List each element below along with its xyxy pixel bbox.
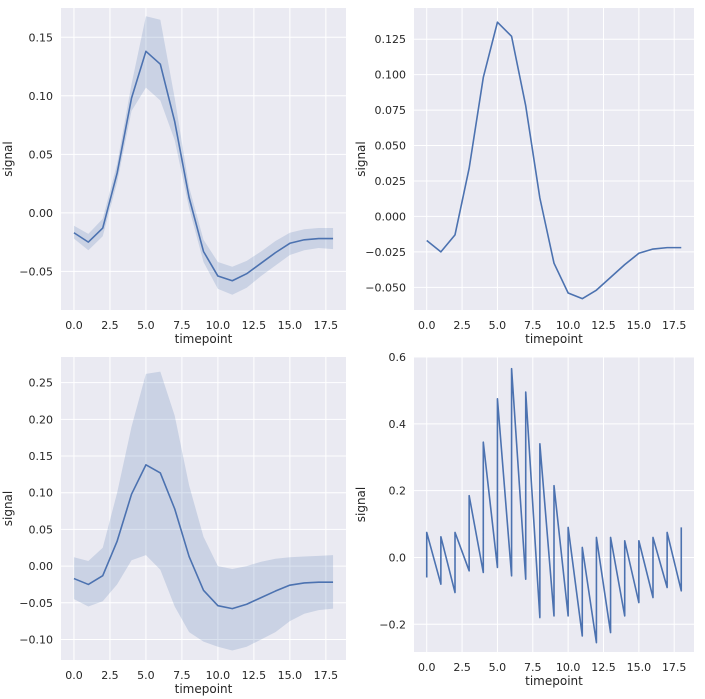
signal-line xyxy=(73,464,334,610)
y-tick-label: −0.2 xyxy=(379,618,406,631)
y-tick-label: 0.025 xyxy=(375,175,407,188)
x-tick-label: 10.0 xyxy=(206,669,231,682)
y-tick-label: 0.05 xyxy=(29,148,54,161)
y-tick-label: 0.000 xyxy=(375,210,407,223)
y-tick-label: 0.125 xyxy=(375,33,407,46)
y-axis-label: signal xyxy=(354,141,368,177)
y-tick-label: 0.00 xyxy=(29,560,54,573)
y-tick-label: 0.4 xyxy=(389,418,407,431)
x-tick-label: 12.5 xyxy=(242,319,267,332)
y-axis-label: signal xyxy=(354,487,368,523)
x-tick-label: 12.5 xyxy=(591,319,616,332)
y-tick-label: 0.10 xyxy=(29,487,54,500)
x-tick-label: 0.0 xyxy=(65,669,83,682)
y-tick-label: 0.15 xyxy=(29,31,54,44)
y-tick-label: 0.100 xyxy=(375,69,407,82)
y-tick-label: 0.2 xyxy=(389,485,407,498)
x-tick-label: 17.5 xyxy=(662,319,687,332)
x-tick-label: 7.5 xyxy=(173,319,191,332)
signal-line xyxy=(425,367,683,644)
y-tick-label: 0.075 xyxy=(375,104,407,117)
subplot-4: −0.2 0.0 0.2 0.4 0.6 0.0 2.5 5.0 7.5 10.0 12.5 15.0… xyxy=(354,351,694,688)
x-tick-label: 5.0 xyxy=(489,319,507,332)
subplot-1: −0.05 0.00 0.05 0.10 0.15 0.0 2.5 5.0 7.5 10.0 12.… xyxy=(1,8,346,346)
y-tick-label: 0.6 xyxy=(389,351,407,364)
x-tick-label: 17.5 xyxy=(662,661,687,674)
y-tick-label: 0.20 xyxy=(29,413,54,426)
x-tick-label: 0.0 xyxy=(418,661,436,674)
y-tick-label: −0.05 xyxy=(19,265,53,278)
signal-line xyxy=(73,50,334,282)
x-axis-label: timepoint xyxy=(525,674,583,688)
x-tick-label: 7.5 xyxy=(524,661,542,674)
x-axis-label: timepoint xyxy=(175,332,233,346)
confidence-band xyxy=(73,16,334,295)
y-tick-label: 0.0 xyxy=(389,551,407,564)
y-tick-label: 0.25 xyxy=(29,377,54,390)
signal-line xyxy=(426,21,682,300)
x-tick-label: 12.5 xyxy=(242,669,267,682)
y-tick-label: −0.10 xyxy=(19,633,53,646)
x-tick-label: 5.0 xyxy=(137,669,155,682)
subplot-2: −0.050 −0.025 0.000 0.025 0.050 0.075 0.100 0.1… xyxy=(354,8,694,346)
x-tick-label: 7.5 xyxy=(173,669,191,682)
x-tick-label: 2.5 xyxy=(101,669,119,682)
plot-area xyxy=(61,357,346,660)
subplot-3: −0.10 −0.05 0.00 0.05 0.10 0.15 0.20 0.25 0.0 2.5… xyxy=(1,357,346,696)
y-axis-label: signal xyxy=(1,491,15,527)
y-tick-label: 0.10 xyxy=(29,90,54,103)
x-tick-label: 5.0 xyxy=(137,319,155,332)
x-tick-label: 10.0 xyxy=(206,319,231,332)
y-axis-label: signal xyxy=(1,141,15,177)
x-tick-label: 10.0 xyxy=(556,661,581,674)
x-tick-label: 17.5 xyxy=(314,669,339,682)
x-tick-label: 0.0 xyxy=(65,319,83,332)
x-tick-label: 2.5 xyxy=(453,661,471,674)
x-axis-label: timepoint xyxy=(525,332,583,346)
x-tick-label: 5.0 xyxy=(489,661,507,674)
x-axis-label: timepoint xyxy=(175,682,233,696)
x-tick-label: 2.5 xyxy=(101,319,119,332)
y-tick-label: 0.15 xyxy=(29,450,54,463)
y-tick-label: −0.050 xyxy=(365,281,406,294)
x-tick-label: 12.5 xyxy=(591,661,616,674)
y-tick-label: 0.00 xyxy=(29,207,54,220)
plot-area xyxy=(61,8,346,310)
x-tick-label: 15.0 xyxy=(278,669,303,682)
y-tick-label: 0.05 xyxy=(29,523,54,536)
x-tick-label: 15.0 xyxy=(278,319,303,332)
x-tick-label: 7.5 xyxy=(524,319,542,332)
y-tick-label: −0.025 xyxy=(365,246,406,259)
y-tick-label: 0.050 xyxy=(375,140,407,153)
x-tick-label: 15.0 xyxy=(627,319,652,332)
x-tick-label: 2.5 xyxy=(453,319,471,332)
x-tick-label: 17.5 xyxy=(314,319,339,332)
x-tick-label: 10.0 xyxy=(556,319,581,332)
y-tick-label: −0.05 xyxy=(19,597,53,610)
confidence-band xyxy=(73,371,334,651)
x-tick-label: 0.0 xyxy=(418,319,436,332)
x-tick-label: 15.0 xyxy=(627,661,652,674)
